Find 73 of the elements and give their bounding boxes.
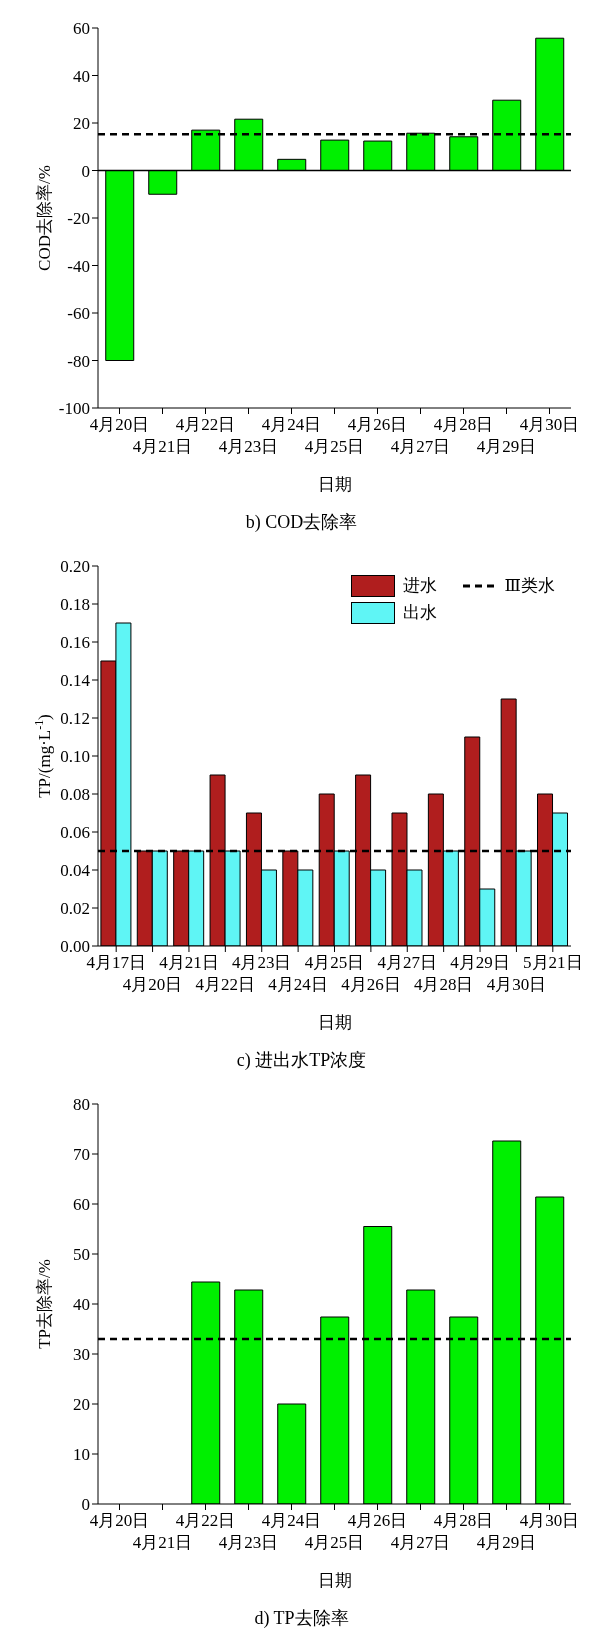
y-tick-label: 0.16 (60, 633, 90, 653)
x-tick-label: 4月26日 (347, 415, 408, 434)
x-tick-label: 4月22日 (195, 975, 256, 994)
y-tick-label: 0.06 (60, 823, 90, 843)
x-tick-label: 4月25日 (304, 953, 365, 972)
y-tick-label: 0.08 (60, 785, 90, 805)
y-tick-label: 80 (73, 1095, 90, 1115)
x-tick-label: 5月21日 (523, 953, 583, 972)
legend-label: Ⅲ类水 (504, 575, 555, 597)
y-tick-label: -60 (67, 304, 90, 324)
y-tick-label: 60 (73, 19, 90, 39)
y-tick-label: -40 (67, 256, 90, 276)
x-tick-label: 4月30日 (519, 415, 580, 434)
x-tick-label: 4月24日 (261, 415, 322, 434)
y-tick-label: 20 (73, 114, 90, 134)
y-tick-label: 0.12 (60, 709, 90, 729)
x-tick-label: 4月23日 (218, 437, 279, 456)
y-tick-label: 0.10 (60, 747, 90, 767)
x-axis-title: 日期 (317, 1571, 352, 1590)
y-tick-label: -100 (58, 399, 90, 419)
x-tick-label: 4月24日 (261, 1511, 322, 1530)
x-tick-label: 4月20日 (89, 415, 150, 434)
y-tick-label: 50 (73, 1245, 90, 1265)
y-tick-label: 0 (81, 161, 90, 181)
x-tick-label: 4月25日 (304, 437, 365, 456)
y-axis-title: TP去除率/% (35, 1259, 54, 1349)
x-tick-label: 4月21日 (132, 1533, 193, 1552)
y-tick-label: 40 (73, 1295, 90, 1315)
x-tick-label: 4月21日 (159, 953, 219, 972)
y-tick-label: 0.14 (60, 671, 91, 691)
text: c) 进出水TP浓度 (235, 1049, 368, 1072)
x-tick-label: 4月29日 (476, 437, 537, 456)
legend-label: 出水 (402, 602, 437, 624)
x-tick-label: 4月30日 (486, 975, 547, 994)
x-tick-label: 4月27日 (390, 437, 451, 456)
x-tick-label: 4月23日 (231, 953, 292, 972)
x-tick-label: 4月27日 (377, 953, 438, 972)
y-axis-title: COD去除率/% (35, 165, 54, 271)
x-tick-label: 4月30日 (519, 1511, 580, 1530)
x-tick-label: 4月20日 (122, 975, 183, 994)
x-tick-label: 4月22日 (175, 1511, 236, 1530)
y-tick-label: 30 (73, 1345, 90, 1365)
x-tick-label: 4月29日 (476, 1533, 537, 1552)
y-tick-label: 0.02 (60, 899, 90, 919)
y-tick-label: -80 (67, 351, 90, 371)
x-tick-label: 4月21日 (132, 437, 193, 456)
y-tick-label: 70 (73, 1145, 90, 1165)
x-axis-title: 日期 (317, 1013, 352, 1032)
x-tick-label: 4月22日 (175, 415, 236, 434)
y-tick-label: -20 (67, 209, 90, 229)
text: d) TP去除率 (253, 1607, 350, 1630)
y-tick-label: 0.20 (60, 557, 90, 577)
y-tick-label: 10 (73, 1445, 90, 1465)
x-tick-label: 4月25日 (304, 1533, 365, 1552)
x-tick-label: 4月27日 (390, 1533, 451, 1552)
legend-label: 进水 (402, 575, 437, 597)
y-tick-label: 0 (81, 1495, 90, 1515)
x-tick-label: 4月20日 (89, 1511, 150, 1530)
x-tick-label: 4月26日 (341, 975, 401, 994)
x-axis-title: 日期 (317, 475, 352, 494)
y-tick-label: 20 (73, 1395, 90, 1415)
y-tick-label: 0.18 (60, 595, 90, 615)
x-tick-label: 4月28日 (413, 975, 474, 994)
x-tick-label: 4月24日 (268, 975, 328, 994)
y-tick-label: 0.04 (60, 861, 91, 881)
x-tick-label: 4月26日 (347, 1511, 408, 1530)
y-tick-label: 40 (73, 66, 90, 86)
y-tick-label: 60 (73, 1195, 90, 1215)
text: b) COD去除率 (244, 511, 359, 534)
x-tick-label: 4月28日 (433, 1511, 494, 1530)
x-tick-label: 4月23日 (218, 1533, 279, 1552)
x-tick-label: 4月29日 (450, 953, 510, 972)
x-tick-label: 4月28日 (433, 415, 494, 434)
